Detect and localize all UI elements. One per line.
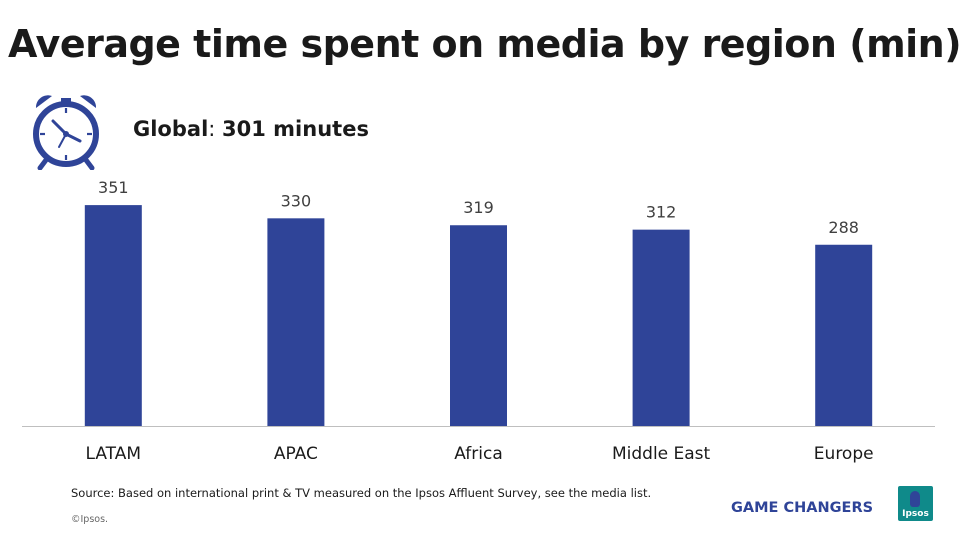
chart-title: Average time spent on media by region (m… — [8, 22, 960, 66]
category-label: Africa — [454, 444, 503, 464]
category-label: LATAM — [86, 444, 142, 464]
bar — [267, 218, 325, 426]
bar — [815, 244, 873, 426]
global-label: Global — [133, 117, 209, 141]
copyright-text: ©Ipsos. — [71, 514, 109, 525]
data-label: 330 — [281, 191, 312, 210]
ipsos-logo: Ipsos — [898, 486, 933, 521]
logo-mark-icon — [910, 491, 920, 507]
game-changers-tagline: GAME CHANGERS — [731, 500, 874, 516]
bar — [450, 225, 507, 426]
data-label: 288 — [828, 218, 859, 237]
bar — [84, 205, 142, 426]
data-label: 351 — [98, 178, 129, 197]
data-label: 319 — [463, 198, 494, 217]
category-label: Middle East — [612, 444, 711, 464]
data-label: 312 — [646, 203, 677, 222]
category-label: APAC — [274, 444, 318, 464]
alarm-clock-icon — [33, 95, 99, 170]
logo-text: Ipsos — [902, 509, 929, 519]
global-value: 301 minutes — [222, 117, 369, 141]
global-average: Global: 301 minutes — [133, 117, 369, 141]
bar — [632, 229, 690, 426]
source-footnote: Source: Based on international print & T… — [71, 486, 652, 500]
category-label: Europe — [814, 444, 874, 464]
